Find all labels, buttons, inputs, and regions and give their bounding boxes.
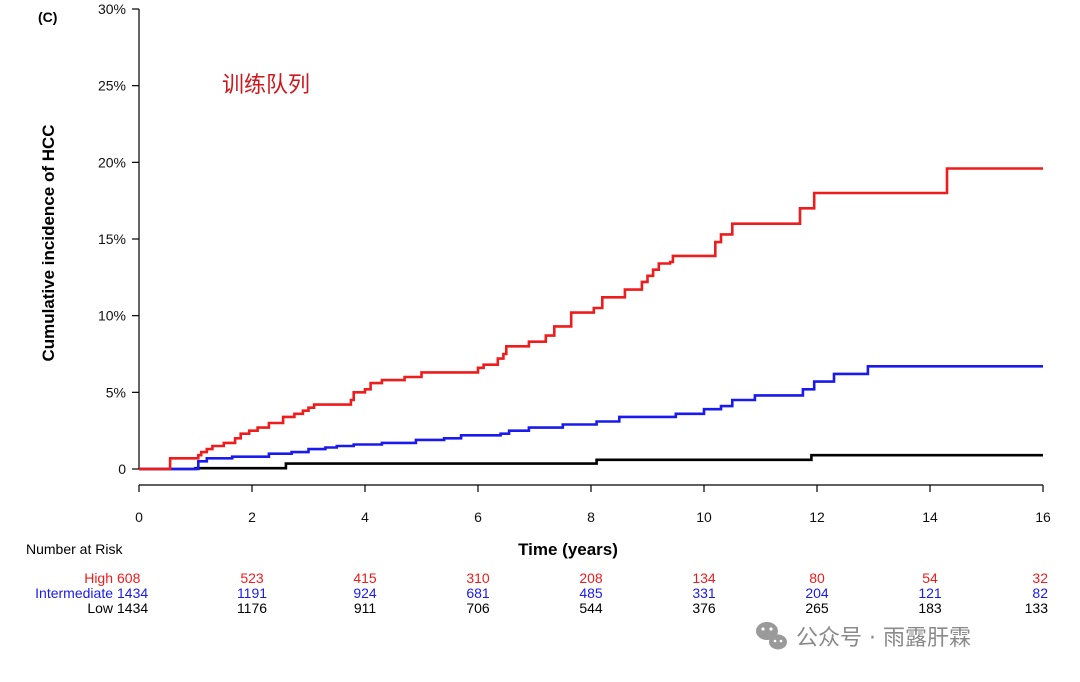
risk-value: 1434: [117, 600, 148, 616]
risk-value: 1434: [117, 585, 148, 601]
curve-low: [139, 453, 1043, 471]
risk-value: 208: [579, 570, 603, 586]
x-tick-label: 0: [135, 509, 143, 525]
risk-table: High 608 523 415 310 208 134 80 54 32 Intermediate…: [35, 570, 1048, 616]
y-tick-label: 20%: [98, 154, 126, 170]
risk-value: 82: [1032, 585, 1048, 601]
x-tick-label: 2: [248, 509, 256, 525]
y-tick-label: 10%: [98, 308, 126, 324]
watermark-text: 公众号 · 雨露肝霖: [796, 626, 971, 651]
risk-value: 310: [466, 570, 490, 586]
risk-value: 681: [466, 585, 490, 601]
risk-value: 80: [809, 570, 825, 586]
y-tick-label: 0: [118, 461, 126, 477]
risk-value: 331: [692, 585, 716, 601]
risk-value: 133: [1025, 600, 1049, 616]
x-tick-label: 8: [587, 509, 595, 525]
watermark: 公众号 · 雨露肝霖: [756, 622, 971, 651]
risk-value: 134: [692, 570, 716, 586]
risk-value: 121: [918, 585, 942, 601]
curve-high: [139, 167, 1043, 471]
risk-value: 376: [692, 600, 716, 616]
risk-value: 523: [240, 570, 264, 586]
y-tick-label: 5%: [106, 384, 126, 400]
y-axis-title: Cumulative incidence of HCC: [39, 124, 58, 361]
x-tick-label: 10: [696, 509, 712, 525]
risk-value: 1176: [237, 600, 267, 616]
y-ticks: 0 5% 10% 15% 20% 25% 30%: [98, 1, 139, 477]
risk-row-label: High: [84, 570, 113, 586]
overlay-title: 训练队列: [222, 72, 310, 97]
risk-row-label: Low: [87, 600, 114, 616]
risk-value: 706: [466, 600, 490, 616]
x-tick-label: 16: [1035, 509, 1051, 525]
risk-value: 204: [805, 585, 829, 601]
y-tick-label: 25%: [98, 78, 126, 94]
x-tick-label: 4: [361, 509, 369, 525]
x-axis-title: Time (years): [518, 540, 618, 559]
x-tick-label: 6: [474, 509, 482, 525]
x-tick-label: 12: [809, 509, 825, 525]
risk-value: 485: [579, 585, 603, 601]
risk-table-title: Number at Risk: [26, 541, 123, 557]
risk-value: 415: [353, 570, 377, 586]
risk-value: 32: [1032, 570, 1048, 586]
risk-value: 544: [579, 600, 603, 616]
risk-value: 608: [117, 570, 141, 586]
panel-label: (C): [38, 9, 57, 25]
risk-value: 265: [805, 600, 829, 616]
y-tick-label: 15%: [98, 231, 126, 247]
x-ticks: 0 2 4 6 8 10 12 14 16: [135, 485, 1051, 525]
incidence-curves: [139, 167, 1043, 471]
risk-value: 1191: [237, 585, 267, 601]
x-tick-label: 14: [922, 509, 938, 525]
risk-value: 183: [918, 600, 942, 616]
risk-value: 924: [353, 585, 377, 601]
risk-row-label: Intermediate: [35, 585, 113, 601]
risk-value: 911: [354, 600, 377, 616]
curve-intermediate: [139, 365, 1043, 471]
risk-value: 54: [922, 570, 938, 586]
y-tick-label: 30%: [98, 1, 126, 17]
wechat-icon: [756, 622, 787, 650]
